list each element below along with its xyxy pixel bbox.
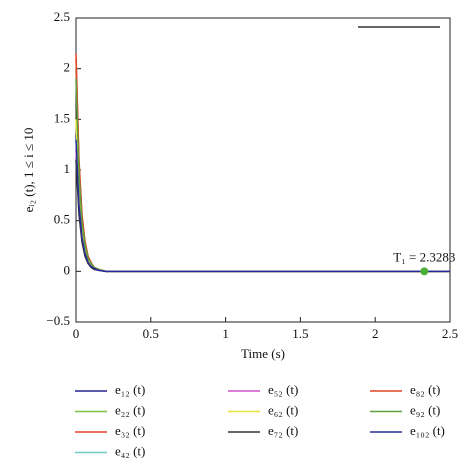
annotation-label: T₁ = 2.3283 bbox=[393, 249, 455, 264]
x-tick-label: 0 bbox=[73, 326, 80, 341]
x-tick-label: 1.5 bbox=[292, 326, 308, 341]
plot-frame bbox=[75, 17, 451, 323]
y-tick-label: 0.5 bbox=[54, 212, 70, 227]
y-tick-label: 2.5 bbox=[54, 9, 70, 24]
legend-label: e₂₂ (t) bbox=[115, 402, 145, 417]
legend-label: e₃₂ (t) bbox=[115, 423, 145, 438]
legend-label: e₆₂ (t) bbox=[268, 402, 298, 417]
y-tick-label: 2 bbox=[64, 60, 71, 75]
y-tick-label: 0 bbox=[64, 262, 71, 277]
legend-label: e₁₂ (t) bbox=[115, 382, 145, 397]
annotation-point bbox=[420, 267, 429, 276]
legend-label: e₉₂ (t) bbox=[410, 402, 440, 417]
legend-label: e₄₂ (t) bbox=[115, 443, 145, 458]
legend-label: e₁₀₂ (t) bbox=[410, 423, 445, 438]
legend-label: e₈₂ (t) bbox=[410, 382, 440, 397]
series-line bbox=[75, 53, 450, 273]
legend-label: e₇₂ (t) bbox=[268, 423, 298, 438]
series-line bbox=[75, 139, 450, 273]
x-tick-label: 2 bbox=[372, 326, 379, 341]
legend-label: e₅₂ (t) bbox=[268, 382, 298, 397]
x-tick-label: 1 bbox=[222, 326, 229, 341]
x-axis-label: Time (s) bbox=[241, 346, 285, 361]
series-line bbox=[75, 68, 450, 273]
series-line bbox=[75, 78, 450, 273]
y-tick-label: 1.5 bbox=[54, 110, 70, 125]
y-tick-label: 1 bbox=[64, 161, 71, 176]
y-tick-label: −0.5 bbox=[46, 313, 70, 328]
x-tick-label: 2.5 bbox=[442, 326, 458, 341]
y-axis-label: eᵢ₂ (t), 1 ≤ i ≤ 10 bbox=[21, 128, 36, 213]
series-line bbox=[75, 58, 450, 273]
x-tick-label: 0.5 bbox=[143, 326, 159, 341]
